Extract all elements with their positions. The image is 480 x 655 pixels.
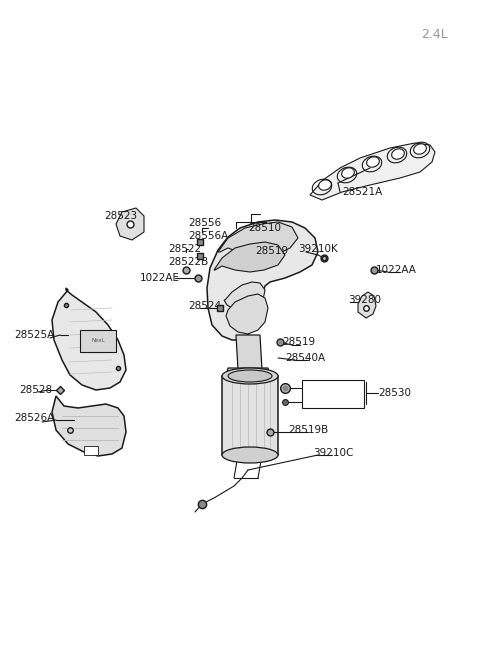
Ellipse shape <box>367 157 379 167</box>
Text: 28522: 28522 <box>305 395 338 405</box>
Polygon shape <box>224 282 265 312</box>
Ellipse shape <box>414 144 426 154</box>
Polygon shape <box>52 288 126 390</box>
Text: 28525A: 28525A <box>14 330 54 340</box>
Text: 28522B: 28522B <box>168 257 208 267</box>
Polygon shape <box>226 368 270 378</box>
Ellipse shape <box>342 168 354 178</box>
Text: 28522: 28522 <box>168 244 201 254</box>
Bar <box>302 380 364 408</box>
Text: 28510: 28510 <box>248 223 281 233</box>
Text: 28556A: 28556A <box>188 231 228 241</box>
Text: 28519: 28519 <box>255 246 288 256</box>
Polygon shape <box>218 222 298 258</box>
Polygon shape <box>214 242 285 272</box>
Polygon shape <box>207 220 318 340</box>
Polygon shape <box>310 143 435 200</box>
Ellipse shape <box>319 180 331 190</box>
Text: 28519B: 28519B <box>288 425 328 435</box>
Polygon shape <box>358 292 376 318</box>
Text: 39210K: 39210K <box>298 244 338 254</box>
Text: 1022AE: 1022AE <box>140 273 180 283</box>
Text: 1351GA: 1351GA <box>305 382 347 392</box>
Text: 28519: 28519 <box>282 337 315 347</box>
Text: 28540A: 28540A <box>285 353 325 363</box>
Text: 28521A: 28521A <box>342 187 382 197</box>
Text: 28528: 28528 <box>19 385 52 395</box>
Polygon shape <box>84 446 98 455</box>
Ellipse shape <box>222 368 278 384</box>
Text: 28526A: 28526A <box>14 413 54 423</box>
Polygon shape <box>52 396 126 456</box>
Ellipse shape <box>392 149 404 159</box>
Text: 28524: 28524 <box>188 301 221 311</box>
Ellipse shape <box>228 370 272 382</box>
Text: 39280: 39280 <box>348 295 381 305</box>
Polygon shape <box>222 376 278 455</box>
Polygon shape <box>226 294 268 334</box>
Ellipse shape <box>222 447 278 463</box>
Text: 28523: 28523 <box>104 211 137 221</box>
Bar <box>80 330 116 352</box>
Text: 1022AA: 1022AA <box>376 265 417 275</box>
Text: 2.4L: 2.4L <box>421 28 448 41</box>
Polygon shape <box>116 208 144 240</box>
Text: 28530: 28530 <box>378 388 411 398</box>
Text: 28556: 28556 <box>188 218 221 228</box>
Text: NexL: NexL <box>91 339 105 343</box>
Polygon shape <box>236 335 262 370</box>
Text: 39210C: 39210C <box>313 448 353 458</box>
